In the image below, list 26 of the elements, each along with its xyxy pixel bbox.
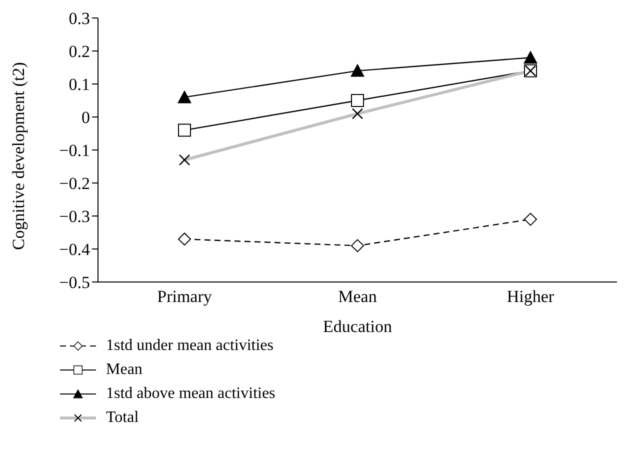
y-tick-label: 0.1	[68, 75, 90, 94]
x-tick-label: Mean	[338, 287, 378, 306]
y-tick-label: −0.2	[59, 174, 90, 194]
x-tick-label: Primary	[157, 287, 212, 306]
y-tick-label: 0	[82, 108, 90, 128]
y-tick-label: 0.3	[68, 9, 90, 28]
y-tick-label: −0.4	[59, 240, 90, 260]
point	[350, 64, 364, 77]
point	[524, 50, 538, 64]
point	[178, 232, 191, 246]
legend-label: 1std above mean activities	[106, 385, 276, 403]
y-tick-label: −0.3	[59, 207, 90, 226]
x-axis-title: Education	[323, 317, 392, 336]
y-tick-label: −0.5	[59, 273, 90, 292]
point	[351, 94, 364, 107]
y-tick-label: −0.1	[59, 141, 90, 160]
legend-label: Total	[106, 409, 139, 427]
x-tick-label: Higher	[506, 287, 554, 306]
point	[178, 90, 192, 104]
y-tick-label: 0.2	[68, 42, 90, 62]
legend-label: Mean	[106, 361, 142, 379]
point	[351, 239, 364, 252]
y-axis-title: Cognitive development (t2)	[9, 62, 28, 250]
legend-label: 1std under mean activities	[106, 337, 274, 355]
point	[524, 212, 537, 226]
point	[178, 124, 191, 137]
